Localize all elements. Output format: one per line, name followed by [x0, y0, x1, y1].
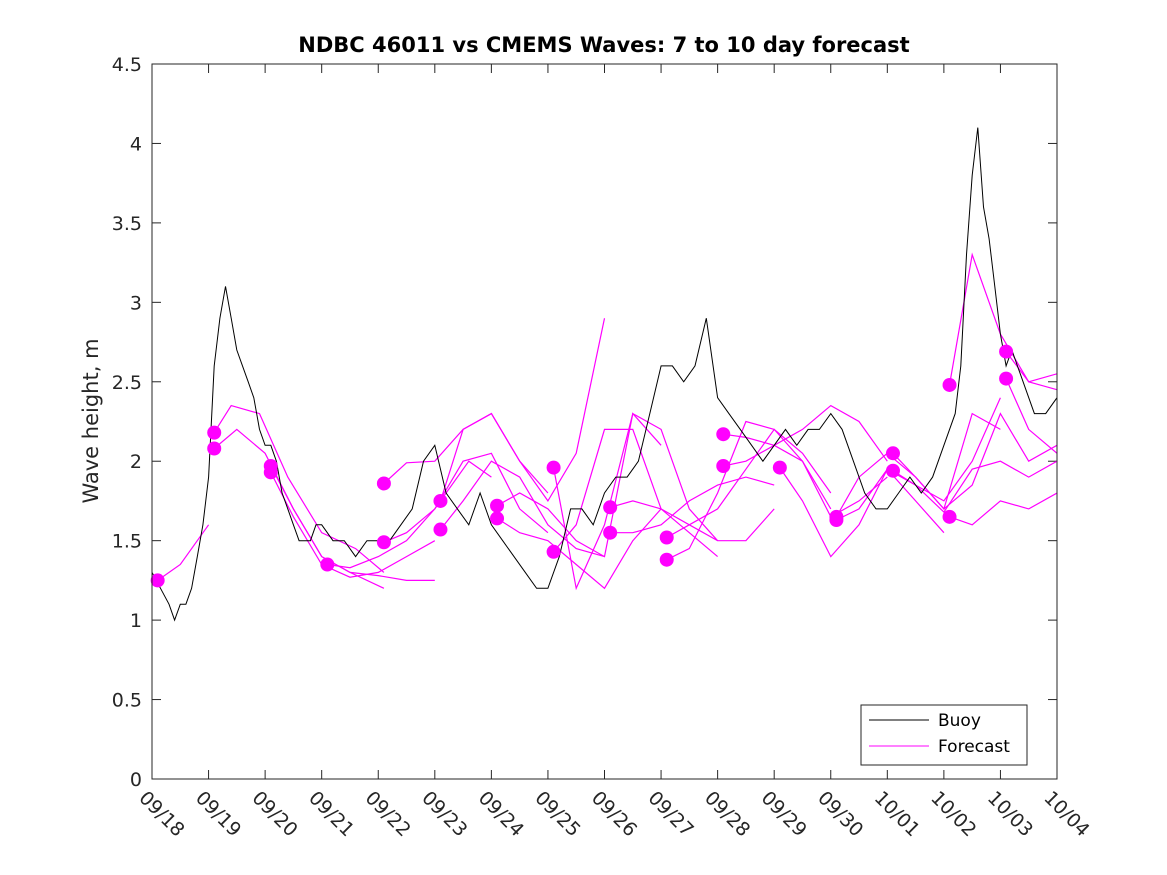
forecast-line — [610, 476, 775, 534]
forecast-start-marker — [659, 530, 674, 545]
forecast-start-marker — [999, 344, 1014, 359]
y-tick-label: 4.5 — [112, 54, 142, 76]
plot-area — [152, 64, 1057, 779]
plot-clip-region — [152, 127, 1057, 622]
forecast-line — [440, 460, 605, 558]
forecast-start-marker — [433, 522, 448, 537]
y-axis-ticks: 0 0.5 1 1.5 2 2.5 3 3.5 4 4.5 — [112, 54, 1057, 791]
forecast-line — [213, 404, 385, 573]
forecast-series — [157, 252, 1057, 591]
forecast-start-marker — [772, 460, 787, 475]
forecast-start-marker — [659, 552, 674, 567]
forecast-start-marker — [603, 500, 618, 515]
forecast-start-marker — [999, 371, 1014, 386]
chart-title: NDBC 46011 vs CMEMS Waves: 7 to 10 day f… — [298, 33, 909, 57]
forecast-start-marker — [603, 525, 618, 540]
forecast-line — [496, 508, 662, 590]
forecast-line — [327, 460, 492, 569]
y-tick-label: 0 — [130, 769, 142, 791]
forecast-line — [892, 412, 1057, 510]
y-tick-label: 2.5 — [112, 372, 142, 394]
y-tick-label: 1.5 — [112, 531, 142, 553]
forecast-line — [270, 472, 436, 578]
forecast-line — [553, 428, 718, 558]
forecast-line — [270, 465, 435, 582]
forecast-line — [439, 318, 606, 502]
buoy-line — [152, 127, 1057, 622]
forecast-start-marker — [376, 476, 391, 491]
forecast-start-markers — [150, 344, 1014, 588]
forecast-start-marker — [490, 498, 505, 513]
forecast-start-marker — [716, 427, 731, 442]
legend-buoy-label: Buoy — [938, 711, 981, 731]
forecast-start-marker — [207, 441, 222, 456]
forecast-line — [553, 412, 719, 591]
y-tick-label: 0.5 — [112, 690, 142, 712]
forecast-start-marker — [885, 463, 900, 478]
forecast-line — [383, 452, 549, 543]
forecast-start-marker — [829, 513, 844, 528]
y-tick-label: 2 — [130, 451, 142, 473]
forecast-start-marker — [942, 377, 957, 392]
legend: Buoy Forecast — [860, 704, 1028, 766]
forecast-line — [157, 524, 210, 581]
forecast-start-marker — [320, 557, 335, 572]
forecast-line — [1005, 351, 1057, 391]
forecast-start-marker — [263, 465, 278, 480]
forecast-line — [779, 467, 945, 558]
y-axis-label: Wave height, m — [79, 338, 103, 503]
plot-frame — [151, 63, 1058, 780]
forecast-start-marker — [885, 446, 900, 461]
legend-forecast-label: Forecast — [938, 737, 1010, 757]
y-tick-label: 3 — [130, 292, 142, 314]
forecast-start-marker — [490, 511, 505, 526]
forecast-start-marker — [546, 544, 561, 559]
forecast-start-marker — [716, 458, 731, 473]
forecast-line — [666, 420, 832, 561]
y-tick-label: 4 — [130, 133, 142, 155]
forecast-start-marker — [433, 493, 448, 508]
forecast-line — [949, 492, 1057, 526]
forecast-start-marker — [150, 573, 165, 588]
forecast-start-marker — [207, 425, 222, 440]
y-tick-label: 3.5 — [112, 213, 142, 235]
forecast-start-marker — [942, 509, 957, 524]
forecast-line — [723, 444, 888, 518]
legend-box — [860, 704, 1028, 766]
forecast-line — [1005, 378, 1057, 454]
y-tick-label: 1 — [130, 610, 142, 632]
buoy-series — [152, 127, 1057, 622]
forecast-start-marker — [546, 460, 561, 475]
forecast-start-marker — [376, 535, 391, 550]
